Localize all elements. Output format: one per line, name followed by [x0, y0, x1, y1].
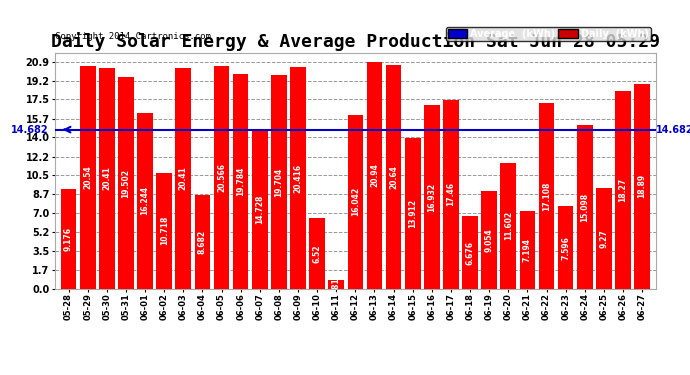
Bar	[443, 99, 459, 289]
Text: 19.704: 19.704	[275, 167, 284, 196]
Text: 9.27: 9.27	[600, 229, 609, 248]
Bar	[157, 172, 172, 289]
Bar	[539, 104, 554, 289]
Text: 7.194: 7.194	[523, 238, 532, 262]
Bar	[634, 84, 650, 289]
Text: 8.682: 8.682	[198, 230, 207, 254]
Bar	[118, 77, 134, 289]
Text: 16.932: 16.932	[427, 183, 436, 212]
Text: 16.244: 16.244	[141, 186, 150, 215]
Bar	[233, 74, 248, 289]
Text: 20.54: 20.54	[83, 166, 92, 189]
Bar	[328, 280, 344, 289]
Bar	[290, 68, 306, 289]
Bar	[252, 129, 268, 289]
Bar	[271, 75, 287, 289]
Bar	[80, 66, 95, 289]
Text: 18.89: 18.89	[638, 174, 647, 198]
Bar	[424, 105, 440, 289]
Bar	[500, 163, 516, 289]
Text: 15.098: 15.098	[580, 192, 589, 222]
Bar	[99, 68, 115, 289]
Bar	[137, 113, 153, 289]
Bar	[462, 216, 478, 289]
Bar	[577, 125, 593, 289]
Text: 10.718: 10.718	[159, 216, 168, 245]
Bar	[405, 138, 420, 289]
Text: 19.784: 19.784	[236, 167, 245, 196]
Text: 7.596: 7.596	[561, 236, 570, 260]
Title: Daily Solar Energy & Average Production Sat Jun 28 05:29: Daily Solar Energy & Average Production …	[51, 32, 660, 51]
Text: 6.52: 6.52	[313, 244, 322, 262]
Text: 14.728: 14.728	[255, 194, 264, 224]
Text: 9.054: 9.054	[484, 228, 493, 252]
Text: 17.108: 17.108	[542, 182, 551, 211]
Text: 18.27: 18.27	[618, 178, 627, 202]
Bar	[596, 188, 612, 289]
Text: 20.416: 20.416	[293, 164, 302, 193]
Text: 13.912: 13.912	[408, 199, 417, 228]
Text: 16.042: 16.042	[351, 187, 360, 216]
Text: 0.814: 0.814	[332, 272, 341, 296]
Text: 6.676: 6.676	[466, 241, 475, 265]
Text: 20.64: 20.64	[389, 165, 398, 189]
Text: 14.682: 14.682	[656, 124, 690, 135]
Bar	[309, 218, 325, 289]
Bar	[386, 65, 402, 289]
Text: 17.46: 17.46	[446, 182, 455, 206]
Text: Copyright 2014 Cartronics.com: Copyright 2014 Cartronics.com	[55, 32, 211, 41]
Bar	[195, 195, 210, 289]
Bar	[61, 189, 77, 289]
Bar	[482, 190, 497, 289]
Bar	[214, 66, 229, 289]
Text: 9.176: 9.176	[64, 227, 73, 251]
Bar	[348, 115, 363, 289]
Text: 20.41: 20.41	[102, 166, 111, 190]
Text: 20.41: 20.41	[179, 166, 188, 190]
Bar	[615, 91, 631, 289]
Text: 20.566: 20.566	[217, 163, 226, 192]
Bar	[366, 62, 382, 289]
Legend: Average  (kWh), Daily  (kWh): Average (kWh), Daily (kWh)	[446, 27, 651, 40]
Text: 14.682: 14.682	[11, 124, 48, 135]
Bar	[558, 206, 573, 289]
Text: 20.94: 20.94	[370, 164, 379, 187]
Bar	[175, 68, 191, 289]
Bar	[520, 211, 535, 289]
Text: 19.502: 19.502	[121, 169, 130, 198]
Text: 11.602: 11.602	[504, 211, 513, 240]
